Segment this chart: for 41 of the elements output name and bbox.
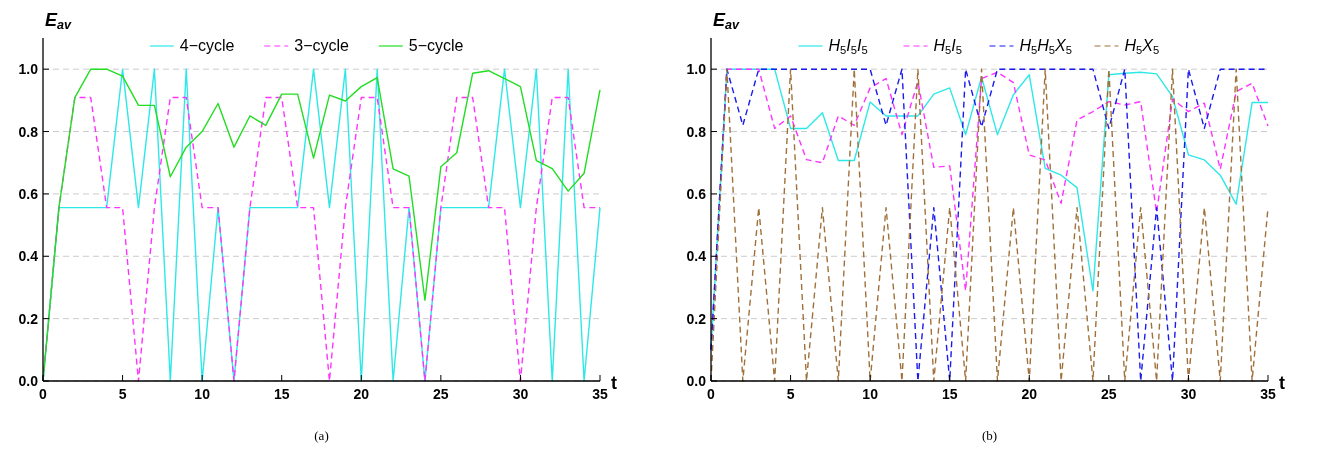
legend-label: 4−cycle [179, 37, 235, 54]
y-tick-label: 1.0 [18, 61, 39, 78]
x-tick-label: 35 [1260, 386, 1276, 402]
x-tick-label: 35 [592, 386, 608, 402]
legend-label: H$_{5}$I$_{5}$I$_{5}$ [828, 37, 868, 56]
x-tick-label: 10 [862, 386, 879, 402]
y-axis-title: E$_{av}$ [713, 10, 741, 33]
x-tick-label: 25 [433, 386, 449, 402]
y-tick-label: 0.2 [686, 310, 707, 327]
x-tick-label: 20 [353, 386, 370, 402]
legend-label: 3−cycle [294, 37, 350, 54]
y-axis-title: E$_{av}$ [45, 10, 73, 33]
x-tick-label: 5 [118, 386, 127, 402]
x-tick-label: 30 [512, 386, 529, 402]
x-tick-label: 20 [1021, 386, 1038, 402]
y-tick-label: 0.6 [18, 185, 39, 202]
y-tick-label: 0.4 [18, 248, 39, 265]
y-tick-label: 0.0 [686, 373, 707, 389]
y-tick-label: 1.0 [686, 61, 707, 78]
x-axis-title: t [1279, 373, 1285, 393]
x-tick-label: 15 [941, 386, 958, 402]
legend-label: H$_{5}$X$_{5}$ [1124, 37, 1160, 56]
x-tick-label: 15 [273, 386, 290, 402]
y-tick-label: 0.0 [18, 373, 39, 389]
y-tick-label: 0.8 [18, 123, 39, 140]
x-tick-label: 25 [1101, 386, 1117, 402]
y-tick-label: 0.4 [686, 248, 707, 265]
x-tick-label: 0 [39, 386, 48, 402]
legend-label: H$_{5}$I$_{5}$ [933, 37, 962, 56]
y-tick-label: 0.2 [18, 310, 39, 327]
legend-label: H$_{5}$H$_{5}$X$_{5}$ [1019, 37, 1072, 56]
x-tick-label: 5 [786, 386, 795, 402]
legend-label: 5−cycle [408, 37, 464, 54]
text: (a) [314, 428, 329, 443]
x-tick-label: 0 [707, 386, 716, 402]
y-tick-label: 0.6 [686, 185, 707, 202]
x-tick-label: 30 [1180, 386, 1197, 402]
text: (b) [981, 428, 998, 443]
y-tick-label: 0.8 [686, 123, 707, 140]
x-axis-title: t [611, 373, 617, 393]
x-tick-label: 10 [194, 386, 211, 402]
